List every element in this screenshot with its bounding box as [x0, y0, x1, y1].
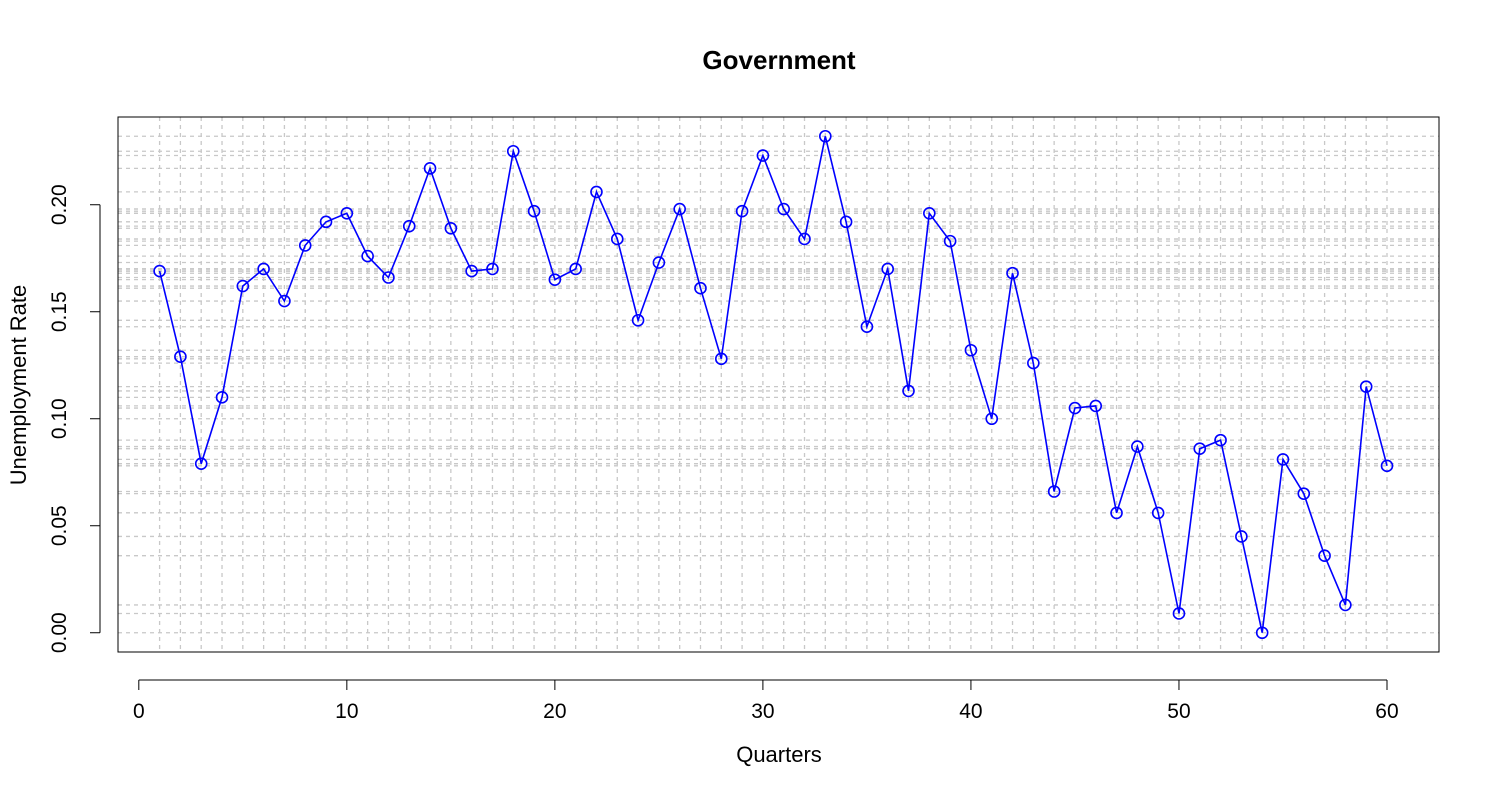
y-axis: 0.00 0.05 0.10 0.15 0.20 — [48, 184, 101, 653]
data-point — [1276, 453, 1290, 466]
data-point — [1255, 626, 1269, 640]
data-point — [506, 144, 520, 158]
data-point — [652, 256, 666, 269]
data-point — [444, 221, 458, 235]
data-point — [1380, 459, 1394, 473]
y-tick-label: 0.00 — [48, 612, 71, 653]
data-point — [590, 185, 603, 199]
y-tick-label: 0.05 — [48, 505, 71, 546]
data-point — [153, 264, 166, 278]
data-point — [1297, 487, 1311, 500]
chart-title: Government — [702, 45, 855, 75]
data-point — [1318, 549, 1331, 563]
data-point — [985, 412, 999, 426]
data-point — [340, 207, 354, 220]
x-tick-label: 50 — [1167, 700, 1190, 723]
series-unemployment-rate — [153, 129, 1394, 640]
plot-frame — [117, 116, 1440, 653]
data-point — [1027, 356, 1040, 370]
series-line — [158, 136, 1388, 633]
x-tick-label: 0 — [133, 700, 145, 723]
data-point — [756, 149, 770, 162]
data-point — [860, 320, 874, 334]
data-point — [569, 262, 582, 276]
data-point — [1089, 399, 1103, 413]
data-point — [1193, 442, 1207, 456]
data-point — [1151, 506, 1165, 520]
x-axis: 0 10 20 30 40 50 60 — [133, 679, 1399, 723]
x-axis-label: Quarters — [736, 742, 822, 767]
y-tick-label: 0.10 — [48, 398, 71, 439]
data-point — [527, 204, 541, 218]
data-point — [382, 271, 395, 284]
data-point — [1006, 266, 1019, 280]
data-point — [423, 162, 437, 175]
data-point — [1110, 506, 1123, 520]
data-point — [194, 457, 208, 470]
data-point — [174, 350, 187, 363]
data-point — [465, 264, 478, 278]
data-point — [257, 262, 270, 276]
data-point — [839, 215, 853, 229]
data-point — [1214, 433, 1227, 447]
data-point — [1172, 607, 1186, 620]
data-point — [964, 343, 978, 357]
data-point — [610, 232, 624, 246]
data-point — [236, 279, 250, 293]
data-point — [1359, 380, 1373, 393]
data-point — [777, 202, 791, 216]
y-tick-label: 0.20 — [48, 184, 71, 225]
data-point — [278, 294, 291, 308]
x-tick-label: 60 — [1375, 700, 1398, 723]
data-point — [798, 232, 811, 246]
data-point — [694, 281, 707, 295]
x-tick-label: 10 — [335, 700, 358, 723]
data-point — [1235, 530, 1248, 543]
data-point — [943, 234, 957, 248]
data-point — [631, 313, 645, 327]
data-point — [361, 249, 374, 263]
x-tick-label: 30 — [751, 700, 774, 723]
data-point — [1131, 440, 1144, 453]
data-point — [319, 215, 333, 229]
data-point — [486, 262, 499, 276]
data-point — [298, 239, 312, 252]
data-point — [548, 273, 562, 286]
data-point — [673, 202, 686, 216]
data-point — [1047, 485, 1061, 498]
data-point — [902, 384, 915, 398]
y-tick-label: 0.15 — [48, 291, 71, 332]
data-point — [215, 391, 229, 404]
x-tick-label: 40 — [959, 700, 982, 723]
data-point — [881, 262, 895, 276]
data-point — [819, 129, 832, 143]
data-point — [923, 207, 936, 220]
data-point — [1068, 401, 1082, 415]
data-point — [1339, 598, 1352, 612]
y-axis-label: Unemployment Rate — [6, 285, 31, 486]
x-tick-label: 20 — [543, 700, 566, 723]
data-point — [735, 204, 749, 218]
data-point — [402, 219, 416, 233]
data-point — [714, 352, 728, 366]
